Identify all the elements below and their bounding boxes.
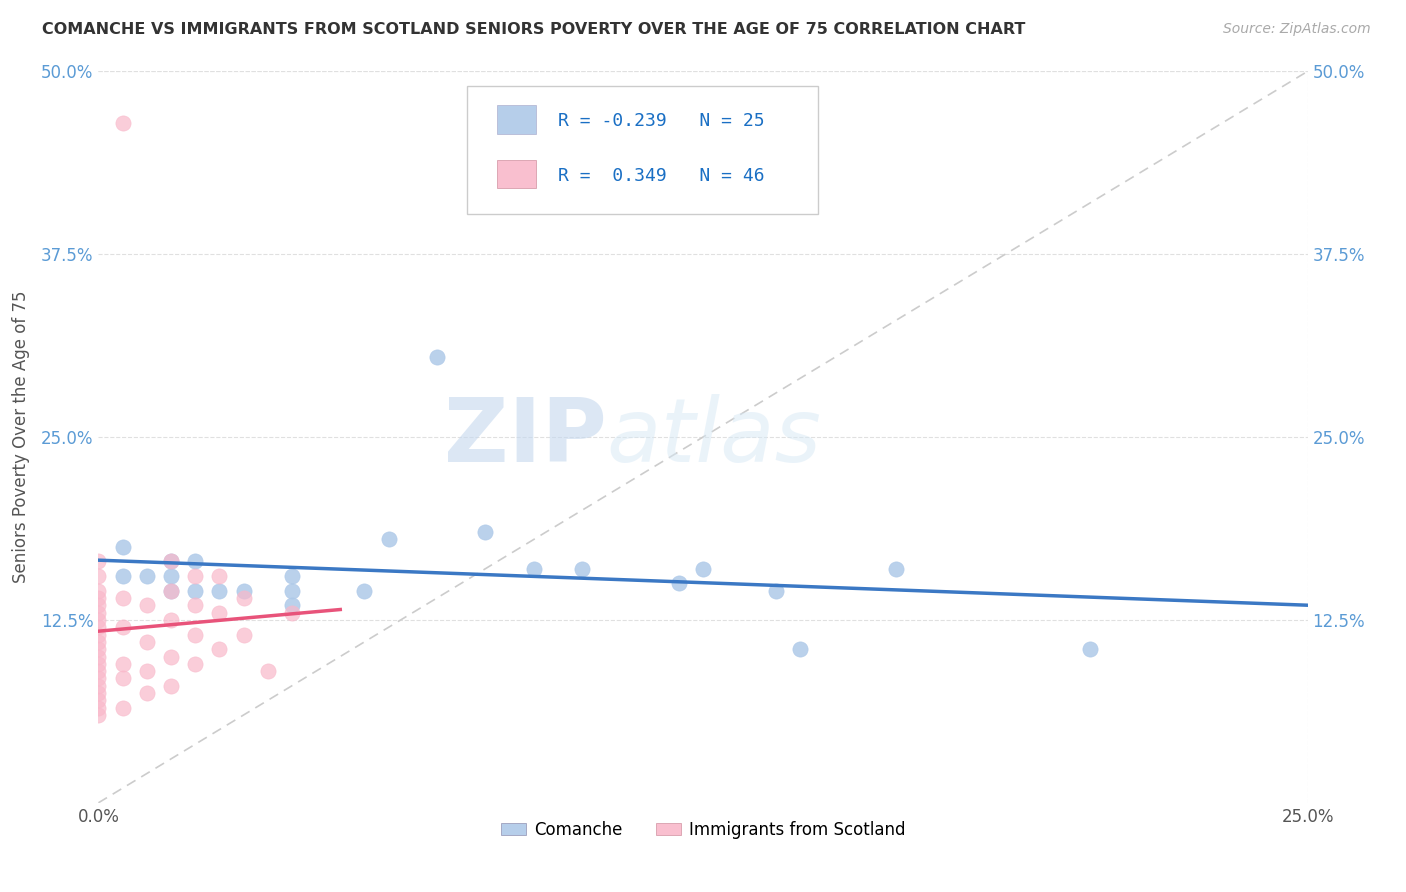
Point: [87, 679, 110, 693]
Point: [111, 672, 134, 686]
Point: [111, 569, 134, 583]
Point: [111, 540, 134, 554]
Point: [87, 664, 110, 678]
Point: [160, 613, 183, 627]
Text: atlas: atlas: [606, 394, 821, 480]
Point: [87, 649, 110, 664]
FancyBboxPatch shape: [498, 161, 536, 188]
Point: [160, 554, 183, 568]
Point: [135, 664, 157, 678]
Text: COMANCHE VS IMMIGRANTS FROM SCOTLAND SENIORS POVERTY OVER THE AGE OF 75 CORRELAT: COMANCHE VS IMMIGRANTS FROM SCOTLAND SEN…: [42, 22, 1025, 37]
Point: [353, 583, 375, 598]
Point: [256, 664, 278, 678]
Point: [160, 679, 183, 693]
Point: [87, 620, 110, 634]
Point: [87, 672, 110, 686]
Point: [87, 708, 110, 723]
Point: [184, 554, 207, 568]
Point: [87, 599, 110, 613]
Point: [135, 686, 157, 700]
Point: [160, 569, 183, 583]
Point: [111, 620, 134, 634]
Text: ZIP: ZIP: [443, 393, 606, 481]
Point: [281, 599, 304, 613]
Point: [232, 627, 254, 641]
Point: [523, 562, 546, 576]
Point: [160, 649, 183, 664]
Point: [184, 599, 207, 613]
Point: [87, 693, 110, 707]
Point: [184, 627, 207, 641]
Point: [111, 657, 134, 671]
Point: [281, 569, 304, 583]
Point: [208, 642, 231, 657]
Point: [208, 569, 231, 583]
Point: [208, 606, 231, 620]
Point: [377, 533, 399, 547]
Point: [111, 115, 134, 129]
Point: [281, 583, 304, 598]
Point: [87, 657, 110, 671]
Point: [160, 554, 183, 568]
Point: [1078, 642, 1101, 657]
Point: [160, 583, 183, 598]
Point: [87, 700, 110, 714]
Point: [87, 635, 110, 649]
Point: [474, 525, 496, 540]
Point: [160, 583, 183, 598]
Point: [765, 583, 787, 598]
Point: [208, 583, 231, 598]
Point: [87, 554, 110, 568]
FancyBboxPatch shape: [467, 86, 818, 214]
Point: [87, 606, 110, 620]
Point: [135, 599, 157, 613]
Point: [87, 583, 110, 598]
Point: [184, 583, 207, 598]
Text: R = -0.239   N = 25: R = -0.239 N = 25: [558, 112, 765, 130]
Point: [692, 562, 714, 576]
Point: [426, 350, 449, 364]
Point: [184, 569, 207, 583]
Legend: Comanche, Immigrants from Scotland: Comanche, Immigrants from Scotland: [494, 814, 912, 846]
Point: [87, 569, 110, 583]
Point: [87, 642, 110, 657]
Point: [571, 562, 593, 576]
Point: [789, 642, 811, 657]
Point: [111, 591, 134, 605]
Point: [232, 583, 254, 598]
Point: [135, 635, 157, 649]
FancyBboxPatch shape: [498, 105, 536, 134]
Text: R =  0.349   N = 46: R = 0.349 N = 46: [558, 167, 765, 185]
Point: [87, 686, 110, 700]
Point: [87, 591, 110, 605]
Point: [111, 700, 134, 714]
Point: [87, 627, 110, 641]
Y-axis label: Seniors Poverty Over the Age of 75: Seniors Poverty Over the Age of 75: [11, 291, 30, 583]
Point: [281, 606, 304, 620]
Point: [135, 569, 157, 583]
Point: [87, 613, 110, 627]
Point: [184, 657, 207, 671]
Point: [886, 562, 908, 576]
Point: [668, 576, 690, 591]
Point: [232, 591, 254, 605]
Text: Source: ZipAtlas.com: Source: ZipAtlas.com: [1223, 22, 1371, 37]
